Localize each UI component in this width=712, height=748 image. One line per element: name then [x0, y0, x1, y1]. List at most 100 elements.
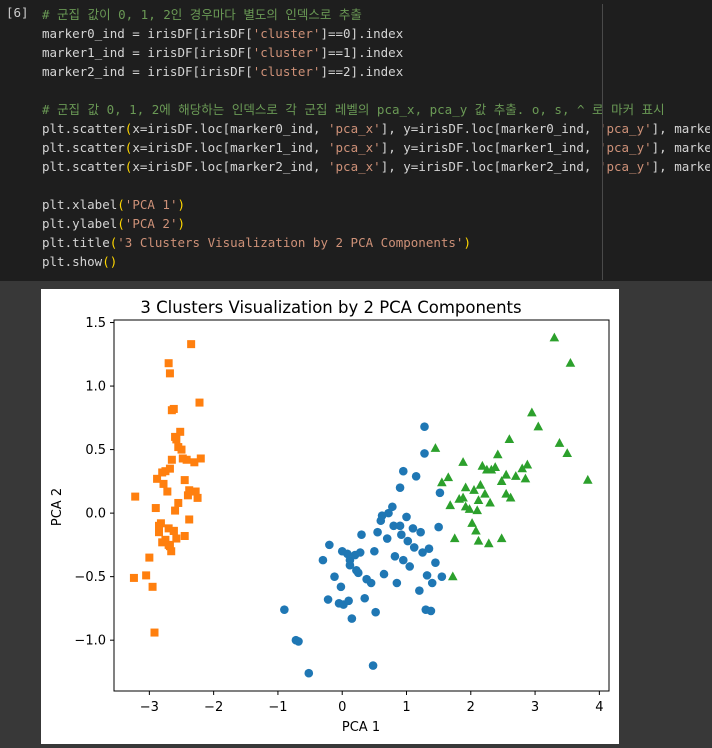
code-token: plt.title	[42, 235, 110, 250]
code-token: ], y=irisDF.loc[marker1_ind,	[380, 140, 599, 155]
data-point-triangle	[522, 459, 533, 469]
data-point-square	[172, 435, 181, 444]
data-point-square	[196, 454, 205, 463]
code-line: plt.title('3 Clusters Visualization by 2…	[42, 233, 710, 252]
code-line: plt.scatter(x=irisDF.loc[marker2_ind, 'p…	[42, 157, 710, 176]
data-point-square	[190, 458, 199, 467]
data-point-triangle	[510, 471, 521, 480]
data-point-circle	[294, 637, 303, 646]
data-point-circle	[373, 527, 382, 537]
data-point-circle	[370, 546, 379, 556]
data-point-triangle	[460, 482, 471, 492]
data-point-circle	[318, 555, 328, 565]
code-line: # 군집 값이 0, 1, 2인 경우마다 별도의 인덱스로 추출	[42, 5, 710, 24]
code-token: ], marker=	[651, 159, 710, 174]
code-token: plt.scatter	[42, 121, 125, 136]
code-token: # 군집 값 0, 1, 2에 해당하는 인덱스로 각 군집 레벨의 pca_x…	[42, 102, 665, 117]
code-token: 'PCA 1'	[124, 197, 178, 212]
data-point-square	[185, 486, 194, 495]
data-point-triangle	[527, 407, 537, 417]
code-line: plt.xlabel('PCA 1')	[42, 195, 710, 214]
code-token: 'cluster'	[252, 64, 321, 79]
data-point-triangle	[464, 504, 475, 513]
data-point-circle	[325, 540, 334, 550]
code-token: (	[124, 121, 133, 136]
data-point-circle	[323, 595, 333, 604]
x-tick-label: 1	[402, 700, 410, 715]
code-token: 'pca_x'	[328, 140, 381, 155]
data-point-triangle	[445, 500, 456, 510]
data-point-square	[159, 479, 168, 488]
code-token: plt.scatter	[42, 140, 125, 155]
code-line: plt.scatter(x=irisDF.loc[marker1_ind, 'p…	[42, 138, 710, 157]
data-point-circle	[420, 422, 429, 432]
data-point-triangle	[582, 474, 593, 484]
data-point-triangle	[565, 357, 576, 367]
data-point-circle	[431, 558, 440, 567]
data-point-triangle	[505, 492, 516, 502]
data-point-circle	[398, 466, 408, 476]
data-point-circle	[377, 511, 387, 520]
data-point-triangle	[449, 533, 460, 543]
data-point-circle	[422, 571, 432, 580]
code-line: marker2_ind = irisDF[irisDF['cluster']==…	[42, 62, 710, 81]
data-point-circle	[424, 544, 434, 553]
code-token: 'PCA 2'	[124, 216, 178, 231]
data-point-triangle	[469, 485, 479, 494]
y-tick-label: 0.5	[85, 443, 106, 458]
y-axis-label: PCA 2	[50, 488, 65, 526]
data-point-circle	[389, 521, 398, 531]
data-point-circle	[409, 543, 419, 552]
data-point-square	[158, 538, 167, 547]
code-token: 'pca_x'	[328, 159, 381, 174]
code-token: (	[124, 140, 133, 155]
data-point-square	[148, 582, 157, 591]
data-point-circle	[337, 546, 347, 556]
data-point-triangle	[443, 472, 454, 482]
data-point-triangle	[475, 479, 486, 489]
data-point-square	[150, 628, 159, 637]
code-token: plt.scatter	[42, 159, 125, 174]
code-token: 'pca_y'	[598, 140, 652, 155]
data-point-circle	[336, 582, 346, 592]
code-token: plt.xlabel	[42, 197, 118, 212]
x-tick-label: 4	[595, 700, 603, 715]
data-point-square	[187, 340, 196, 349]
data-point-circle	[345, 560, 355, 570]
code-token: # 군집 값이 0, 1, 2인 경우마다 별도의 인덱스로 추출	[42, 7, 362, 22]
scatter-chart: 3 Clusters Visualization by 2 PCA Compon…	[50, 298, 610, 735]
data-point-square	[165, 464, 174, 473]
data-point-circle	[415, 586, 424, 595]
data-point-triangle	[472, 505, 483, 515]
code-editor[interactable]: # 군집 값이 0, 1, 2인 경우마다 별도의 인덱스로 추출 marker0…	[42, 5, 710, 271]
data-point-triangle	[458, 457, 468, 466]
code-token: ], marker=	[651, 140, 710, 155]
data-point-circle	[435, 488, 445, 498]
data-point-triangle	[501, 488, 511, 498]
code-cell[interactable]: [6] # 군집 값이 0, 1, 2인 경우마다 별도의 인덱스로 추출 mar…	[0, 0, 712, 281]
code-token: x=irisDF.loc[marker2_ind,	[132, 159, 328, 174]
data-point-circle	[408, 524, 418, 533]
data-point-triangle	[458, 492, 468, 502]
data-point-square	[169, 526, 178, 535]
code-line	[42, 176, 710, 195]
data-point-triangle	[549, 332, 560, 342]
data-point-triangle	[533, 421, 544, 431]
x-tick-label: −2	[204, 700, 223, 715]
code-token: '3 Clusters Visualization by 2 PCA Compo…	[117, 235, 464, 250]
data-point-square	[171, 506, 180, 515]
code-token: plt.ylabel	[42, 216, 118, 231]
data-point-square	[161, 467, 170, 476]
code-line: plt.scatter(x=irisDF.loc[marker0_ind, 'p…	[42, 119, 710, 138]
data-point-triangle	[480, 488, 490, 498]
code-token: )	[177, 197, 186, 212]
code-token: ], y=irisDF.loc[marker0_ind,	[380, 121, 599, 136]
data-point-circle	[304, 668, 314, 678]
data-point-circle	[418, 548, 427, 557]
y-tick-label: 0.0	[85, 507, 106, 522]
data-point-circle	[426, 606, 436, 616]
data-point-circle	[352, 565, 361, 575]
data-point-triangle	[477, 460, 488, 470]
data-point-circle	[402, 512, 411, 522]
data-point-triangle	[520, 473, 531, 483]
